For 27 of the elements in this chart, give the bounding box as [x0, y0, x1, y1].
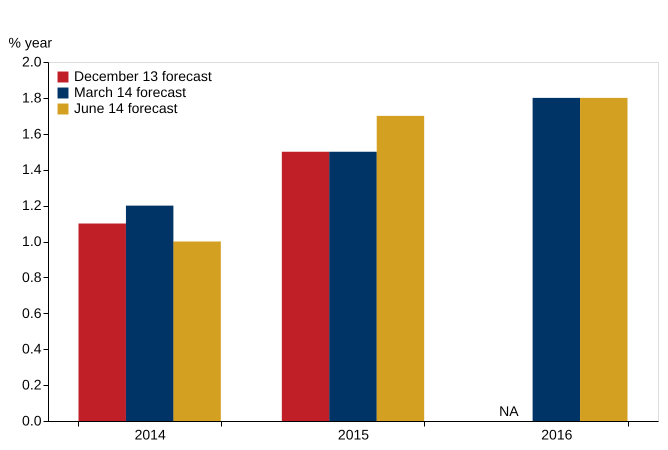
y-tick-label: 0.6	[22, 304, 42, 321]
legend-label: June 14 forecast	[74, 100, 178, 116]
bar	[173, 242, 221, 421]
bar	[329, 152, 377, 421]
y-tick-label: 1.2	[22, 197, 42, 214]
y-tick-label: 0.0	[22, 412, 42, 428]
y-tick-label: 2.0	[22, 54, 42, 70]
y-tick-label: 0.2	[22, 376, 42, 393]
y-axis-title: % year	[8, 34, 52, 50]
bar	[580, 98, 628, 421]
x-tick-label: 2016	[541, 426, 573, 442]
legend-label: December 13 forecast	[74, 68, 212, 84]
y-tick-label: 0.8	[22, 268, 42, 285]
y-tick-label: 1.6	[22, 125, 42, 142]
bar	[282, 152, 330, 421]
y-tick-label: 0.4	[22, 340, 42, 357]
y-tick-label: 1.8	[22, 89, 42, 106]
bar	[126, 206, 174, 421]
bar	[78, 224, 126, 421]
bar	[532, 98, 580, 421]
x-tick-label: 2015	[338, 426, 370, 442]
y-tick-label: 1.4	[22, 161, 42, 178]
y-tick-label: 1.0	[22, 233, 42, 249]
annotation: NA	[499, 403, 520, 419]
x-tick-label: 2014	[134, 426, 166, 442]
bar	[376, 116, 424, 421]
legend-label: March 14 forecast	[74, 84, 186, 100]
